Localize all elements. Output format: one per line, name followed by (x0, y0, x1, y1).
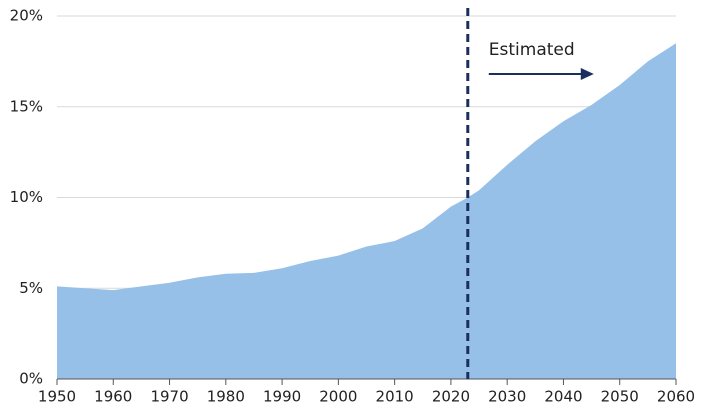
area (57, 43, 676, 379)
y-tick-label: 5% (19, 279, 43, 297)
x-tick-label: 2030 (488, 388, 526, 406)
x-tick-label: 1950 (38, 388, 76, 406)
annotation-arrowhead (580, 68, 594, 80)
y-tick-label: 15% (10, 97, 43, 115)
y-tick-label: 20% (10, 7, 43, 25)
x-tick-label: 2020 (432, 388, 470, 406)
x-tick-label: 2060 (657, 388, 695, 406)
x-tick-label: 1970 (150, 388, 188, 406)
x-tick-label: 2010 (376, 388, 414, 406)
x-tick-label: 1990 (263, 388, 301, 406)
x-tick-label: 2040 (544, 388, 582, 406)
x-tick-label: 2000 (319, 388, 357, 406)
y-tick-label: 10% (10, 188, 43, 206)
x-tick-label: 2050 (601, 388, 639, 406)
x-tick-label: 1980 (207, 388, 245, 406)
annotation: Estimated (489, 40, 575, 60)
x-tick-label: 1960 (94, 388, 132, 406)
y-tick-label: 0% (19, 370, 43, 388)
